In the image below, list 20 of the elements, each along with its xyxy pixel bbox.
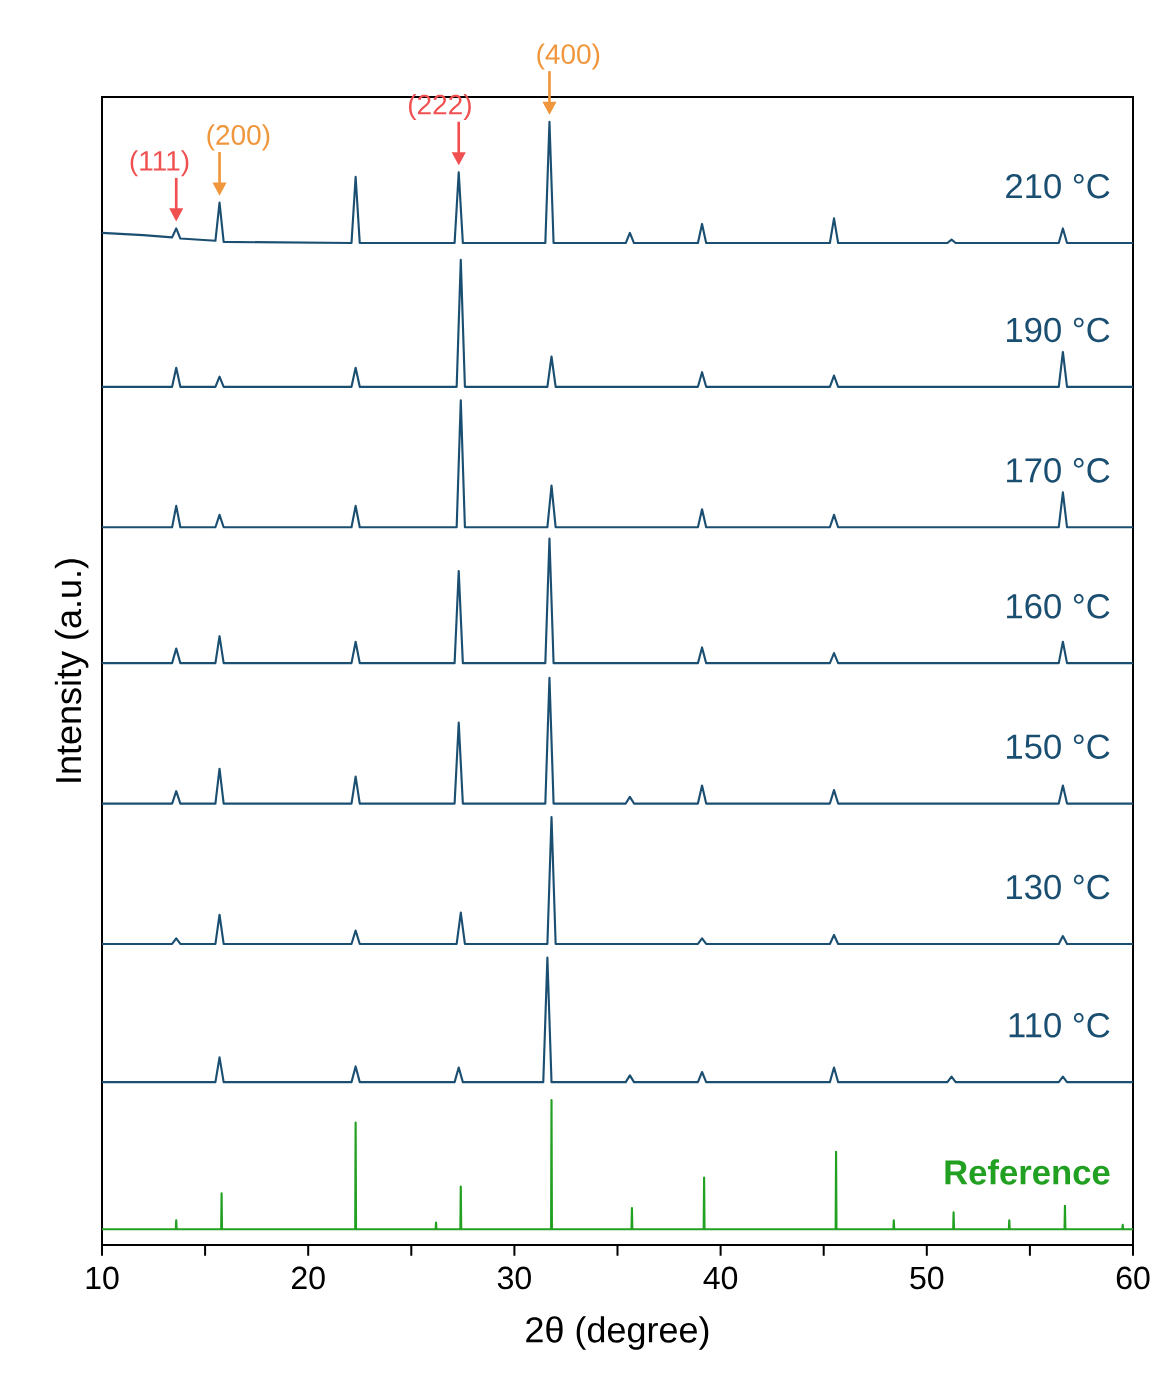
- x-tick-label: 20: [292, 1266, 325, 1290]
- y-axis-title: Intensity (a.u.): [54, 559, 89, 782]
- series-label: 150 °C: [1007, 734, 1110, 759]
- series-label: Reference: [945, 1159, 1110, 1185]
- annotation: (400): [537, 43, 600, 70]
- series-label: 170 °C: [1007, 458, 1110, 483]
- annotation: (222): [408, 94, 471, 121]
- series-label: 160 °C: [1007, 594, 1110, 619]
- annotation: (200): [207, 124, 270, 151]
- x-axis-title: 2θ (degree): [526, 1316, 709, 1350]
- x-tick-label: 50: [910, 1266, 944, 1290]
- annotation: (111): [130, 150, 189, 177]
- x-tick-label: 30: [497, 1266, 531, 1290]
- series-label: 190 °C: [1007, 317, 1110, 343]
- x-tick-label: 60: [1116, 1266, 1150, 1290]
- series-label: 210 °C: [1006, 173, 1110, 199]
- series-label: 130 °C: [1007, 874, 1110, 900]
- series-label: 110 °C: [1009, 1012, 1110, 1038]
- x-tick-label: 10: [86, 1266, 119, 1290]
- x-tick-label: 40: [703, 1266, 738, 1290]
